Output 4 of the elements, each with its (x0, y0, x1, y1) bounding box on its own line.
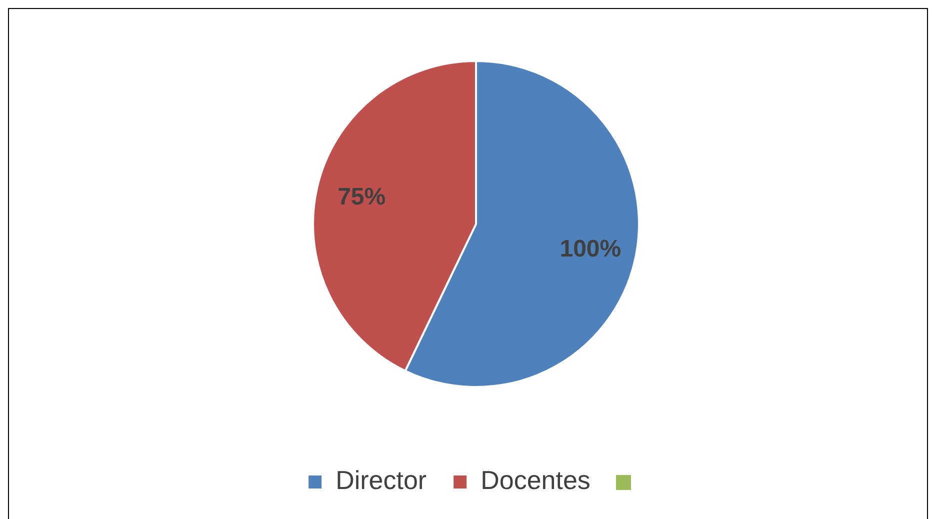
legend-label: Director (336, 465, 427, 496)
legend-label: Docentes (480, 465, 590, 496)
data-label: 100% (560, 236, 622, 263)
data-label: 75% (338, 184, 386, 211)
